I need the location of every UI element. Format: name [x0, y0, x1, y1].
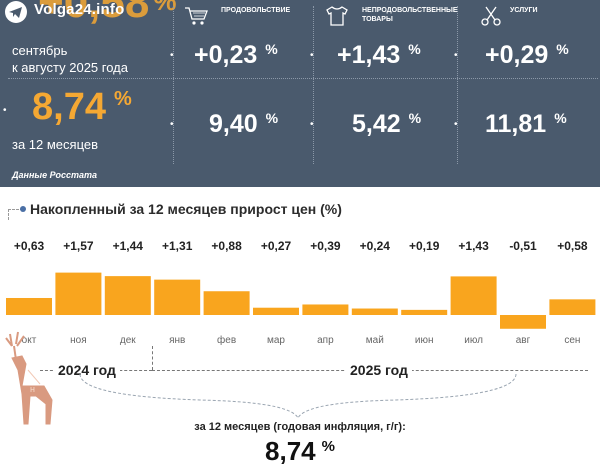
month-label-июн: июн — [415, 335, 434, 346]
month-label-окт: окт — [22, 335, 37, 346]
month-label-мар: мар — [267, 335, 285, 346]
annual-inflation-label: за 12 месяцев — [12, 137, 99, 152]
bar-янв — [154, 279, 201, 315]
bullet-dot: • — [454, 119, 458, 130]
month-label-авг: авг — [516, 335, 531, 346]
bullet-dot: • — [3, 105, 7, 116]
bar-апр — [302, 304, 349, 315]
year-separator — [152, 346, 153, 370]
category-services-monthly: +0,29% — [485, 41, 569, 69]
category-nonfood-name: НЕПРОДОВОЛЬСТВЕННЫЕ ТОВАРЫ — [362, 7, 458, 23]
summary-label: за 12 месяцев (годовая инфляция, г/г): — [194, 421, 406, 433]
source-note: Данные Росстата — [12, 170, 97, 180]
bullet-dot: • — [454, 50, 458, 61]
year-label-2024: 2024 год — [54, 362, 120, 378]
category-services-annual: 11,81% — [485, 110, 567, 138]
chart-title: Накопленный за 12 месяцев прирост цен (%… — [30, 201, 342, 217]
value-label-фев: +0,88 — [211, 239, 242, 253]
category-nonfood-monthly: +1,43% — [337, 41, 421, 69]
month-label-янв: янв — [169, 335, 185, 346]
shopping-cart-icon — [185, 7, 208, 25]
bar-мар — [253, 307, 299, 315]
value-label-июл: +1,43 — [458, 239, 489, 253]
value-label-сен: +0,58 — [557, 239, 588, 253]
month-label-апр: апр — [317, 335, 334, 346]
divider — [457, 6, 458, 164]
summary-value: 8,74% — [265, 436, 335, 466]
bullet-dot: • — [170, 50, 174, 61]
summary-panel: +0,58% Volga24.info сентябрь к августу 2… — [0, 0, 600, 187]
bar-окт — [6, 297, 52, 315]
bar-авг — [500, 315, 546, 329]
category-nonfood-annual: 5,42% — [352, 110, 422, 138]
bar-фев — [203, 291, 250, 315]
value-label-дек: +1,44 — [113, 239, 144, 253]
svg-text:н: н — [30, 384, 35, 394]
bar-июл — [450, 276, 497, 315]
divider — [173, 6, 174, 164]
value-label-окт: +0,63 — [14, 239, 45, 253]
bar-сен — [549, 299, 596, 315]
tshirt-icon — [326, 6, 348, 26]
scissors-icon — [481, 6, 501, 26]
value-label-апр: +0,39 — [310, 239, 341, 253]
category-services-name: УСЛУГИ — [510, 7, 538, 14]
summary-brace — [79, 373, 517, 420]
monthly-inflation-value: +0,58% — [38, 0, 177, 27]
brand-bar: Volga24.info — [0, 0, 600, 24]
telegram-logo-icon — [5, 1, 27, 23]
month-label-июл: июл — [464, 335, 483, 346]
bar-chart: +0,63 окт +1,57 ноя +1,44 дек +1,31 янв +0,88 фев… — [6, 239, 596, 346]
monthly-inflation-label: сентябрь к августу 2025 года — [12, 43, 128, 75]
brand-name[interactable]: Volga24.info — [34, 1, 125, 18]
value-label-янв: +1,31 — [162, 239, 193, 253]
category-food-annual: 9,40% — [209, 110, 279, 138]
category-food-monthly: +0,23% — [194, 41, 278, 69]
category-food-name: ПРОДОВОЛЬСТВИЕ — [221, 7, 291, 14]
bullet-dot: • — [310, 50, 314, 61]
bar-дек — [104, 276, 151, 315]
divider — [8, 78, 598, 79]
month-label-дек: дек — [120, 335, 136, 346]
bar-май — [351, 308, 398, 315]
value-label-июн: +0,19 — [409, 239, 440, 253]
bar-июн — [401, 309, 448, 315]
bullet-dot: • — [310, 119, 314, 130]
value-label-мар: +0,27 — [261, 239, 292, 253]
value-label-ноя: +1,57 — [63, 239, 94, 253]
divider — [313, 6, 314, 164]
deer-illustration: н — [5, 331, 53, 425]
value-label-май: +0,24 — [360, 239, 391, 253]
year-label-2025: 2025 год — [346, 362, 412, 378]
month-label-сен: сен — [564, 335, 580, 346]
value-label-авг: -0,51 — [509, 239, 537, 253]
month-label-ноя: ноя — [70, 335, 87, 346]
bullet-dot — [20, 206, 26, 212]
title-bracket — [8, 209, 23, 220]
month-label-май: май — [366, 335, 384, 346]
bar-ноя — [55, 272, 102, 315]
bullet-dot: • — [170, 119, 174, 130]
annual-inflation-value: 8,74% — [32, 86, 132, 128]
month-label-фев: фев — [217, 334, 236, 346]
